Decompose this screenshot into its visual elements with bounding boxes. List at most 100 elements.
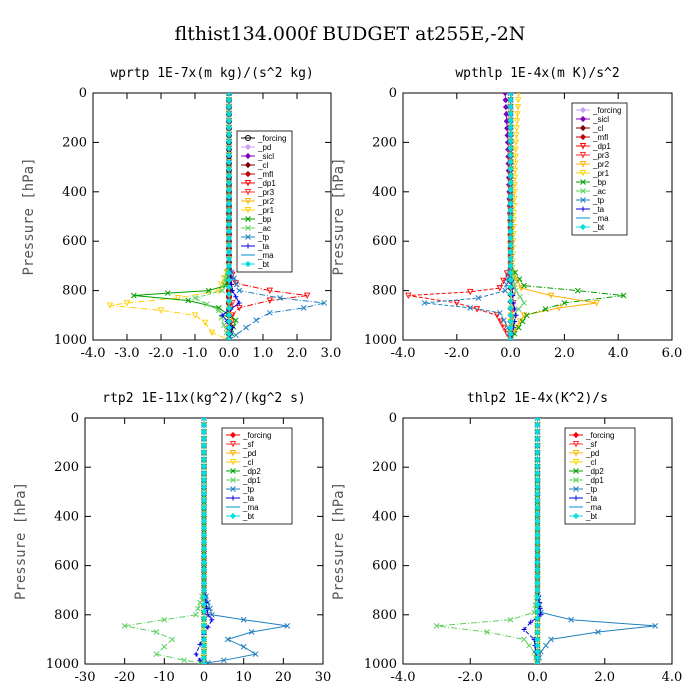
data-point xyxy=(197,641,203,647)
y-tick-label: 600 xyxy=(372,559,397,574)
data-point xyxy=(191,312,199,319)
data-point xyxy=(225,186,233,193)
y-tick-label: 400 xyxy=(372,185,397,200)
data-point xyxy=(538,648,544,655)
data-point xyxy=(200,566,208,573)
y-tick-label: 1000 xyxy=(364,657,397,672)
legend-entry: _ta xyxy=(585,494,598,503)
legend-entry: _pr2 xyxy=(257,197,275,206)
data-point xyxy=(193,611,199,618)
data-point xyxy=(534,622,541,629)
data-point xyxy=(534,518,541,525)
data-point xyxy=(574,287,581,294)
data-point xyxy=(534,608,541,615)
data-point xyxy=(507,103,514,110)
legend-marker xyxy=(579,124,587,132)
y-axis-label: Pressure [hPa] xyxy=(21,157,37,275)
legend-entry: _pd xyxy=(257,143,271,152)
data-point xyxy=(433,623,440,629)
legend-marker xyxy=(579,223,587,231)
data-point xyxy=(534,648,541,655)
legend-marker xyxy=(229,441,237,448)
data-point xyxy=(209,617,215,623)
y-tick-label: 400 xyxy=(372,509,397,524)
legend-entry: _dp2 xyxy=(585,467,604,476)
legend-marker xyxy=(580,206,586,212)
data-point xyxy=(200,573,208,580)
y-tick-label: 200 xyxy=(54,460,79,475)
data-point xyxy=(517,293,523,300)
data-point xyxy=(502,287,509,294)
data-point xyxy=(277,295,283,301)
data-point xyxy=(225,117,233,124)
legend-entry: _pr1 xyxy=(257,206,275,215)
legend-entry: _mfl xyxy=(257,170,273,179)
data-point xyxy=(200,545,208,552)
data-point xyxy=(248,629,255,635)
data-point xyxy=(514,111,521,118)
x-tick-label: -20 xyxy=(114,670,135,685)
data-point xyxy=(193,651,199,657)
data-point xyxy=(512,139,520,146)
data-point xyxy=(534,552,541,559)
data-point xyxy=(507,200,514,207)
data-point xyxy=(534,476,541,484)
data-point xyxy=(523,312,530,319)
data-point xyxy=(534,421,541,428)
x-tick-label: 1.0 xyxy=(253,346,274,361)
legend-entry: _ta xyxy=(592,205,605,214)
legend-entry: _cl xyxy=(257,161,268,170)
legend-entry: _dp2 xyxy=(242,467,261,476)
x-tick-label: 4.0 xyxy=(608,346,629,361)
data-point xyxy=(225,124,233,131)
data-point xyxy=(209,611,215,618)
y-tick-label: 600 xyxy=(54,559,79,574)
data-point xyxy=(200,629,208,636)
data-point xyxy=(534,428,541,435)
data-point xyxy=(507,186,514,193)
legend-entry: _dp1 xyxy=(585,476,604,485)
data-point xyxy=(225,166,233,173)
legend-entry: _tp xyxy=(585,485,598,494)
data-point xyxy=(534,642,541,649)
legend-marker xyxy=(230,486,236,492)
x-tick-label: -4.0 xyxy=(80,346,105,361)
x-tick-label: 3.0 xyxy=(321,346,342,361)
y-tick-label: 400 xyxy=(62,185,87,200)
data-point xyxy=(520,312,528,319)
data-point xyxy=(555,304,563,312)
data-point xyxy=(229,281,235,287)
legend-entry: _mfl xyxy=(592,133,608,142)
data-point xyxy=(207,605,213,612)
data-point xyxy=(205,624,211,630)
data-point xyxy=(513,118,521,125)
data-point xyxy=(205,287,212,294)
data-point xyxy=(534,594,541,601)
data-point xyxy=(507,179,514,186)
legend-marker xyxy=(229,450,237,457)
data-point xyxy=(620,292,627,299)
legend-marker xyxy=(572,441,580,448)
series-line-bp xyxy=(133,93,237,340)
data-point xyxy=(516,276,523,282)
y-tick-label: 1000 xyxy=(46,657,79,672)
data-point xyxy=(226,337,232,340)
legend-marker xyxy=(572,450,580,457)
data-point xyxy=(534,504,541,511)
x-tick-label: 0.0 xyxy=(527,670,548,685)
data-point xyxy=(225,110,233,117)
data-point xyxy=(507,172,514,180)
data-point xyxy=(507,159,514,166)
data-point xyxy=(106,302,114,309)
data-point xyxy=(221,322,227,329)
legend-marker xyxy=(580,197,586,203)
data-point xyxy=(232,317,239,324)
series-line-bp xyxy=(510,93,624,340)
series-line-tp xyxy=(228,93,325,340)
legend-box xyxy=(236,130,293,273)
data-point xyxy=(496,309,503,316)
data-point xyxy=(233,281,240,288)
data-point xyxy=(225,200,233,207)
data-point xyxy=(185,297,192,304)
data-point xyxy=(515,97,522,104)
